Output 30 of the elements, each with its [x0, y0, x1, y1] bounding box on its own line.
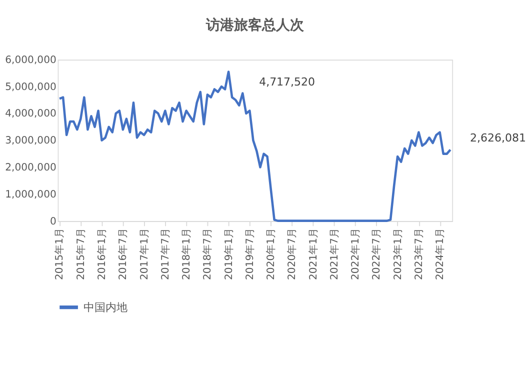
x-tick-label: 2016年7月 — [117, 228, 130, 280]
x-tick-label: 2021年1月 — [307, 228, 320, 280]
x-tick-label: 2016年1月 — [96, 228, 108, 280]
x-tick-label: 2021年7月 — [328, 228, 340, 280]
y-tick-label: 5,000,000 — [5, 82, 56, 93]
x-tick-label: 2024年1月 — [434, 228, 446, 280]
y-tick-label: 2,000,000 — [5, 162, 56, 174]
x-tick-label: 2022年7月 — [370, 228, 383, 280]
annotation: 4,717,520 — [259, 75, 316, 88]
x-tick-label: 2015年1月 — [54, 228, 66, 280]
x-tick-label: 2020年1月 — [265, 228, 278, 280]
y-tick-label: 0 — [50, 216, 56, 228]
text: 2,626,081 — [470, 131, 526, 144]
x-tick-label: 2017年7月 — [159, 228, 172, 280]
y-tick-label: 6,000,000 — [5, 54, 56, 66]
x-tick-label: 2023年1月 — [392, 228, 404, 280]
y-tick-label: 4,000,000 — [5, 108, 56, 120]
y-tick-label: 1,000,000 — [5, 189, 56, 200]
x-tick-label: 2022年1月 — [350, 228, 362, 280]
x-tick-label: 2018年7月 — [202, 228, 214, 280]
y-tick-label: 3,000,000 — [5, 136, 56, 147]
x-tick-label: 2019年7月 — [244, 228, 256, 280]
legend-label: 中国内地 — [83, 300, 128, 314]
x-tick-label: 2023年7月 — [412, 228, 425, 280]
x-tick-label: 2015年7月 — [74, 228, 87, 280]
x-tick-label: 2019年1月 — [222, 228, 235, 280]
x-tick-label: 2018年1月 — [180, 228, 193, 280]
chart-title: 访港旅客总人次 — [204, 16, 305, 34]
x-tick-label: 2020年7月 — [286, 228, 298, 280]
x-tick-label: 2017年1月 — [138, 228, 150, 280]
